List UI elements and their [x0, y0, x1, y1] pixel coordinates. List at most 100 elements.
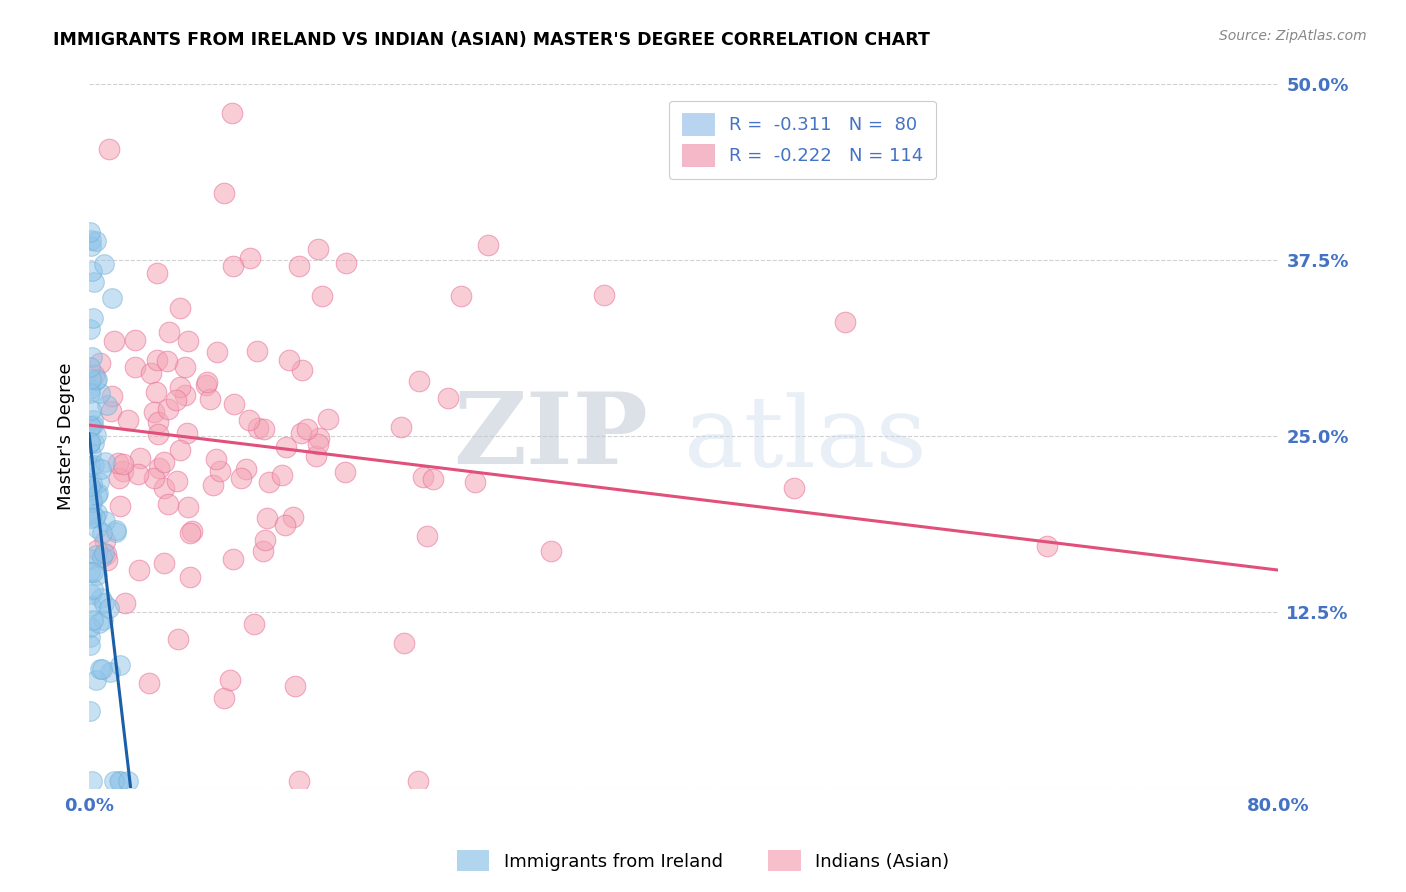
Point: [450, 289, 472, 303]
Point: [308, 431, 330, 445]
Point: [82, 476, 104, 491]
Point: [291, 362, 314, 376]
Point: [156, 354, 179, 368]
Point: [142, 471, 165, 485]
Point: [416, 529, 439, 543]
Point: [84, 428, 107, 442]
Point: [295, 422, 318, 436]
Point: [82, 507, 104, 521]
Point: [82, 417, 104, 432]
Point: [271, 467, 294, 482]
Point: [408, 374, 430, 388]
Point: [80, 372, 103, 386]
Point: [148, 427, 170, 442]
Point: [79, 435, 101, 450]
Point: [156, 402, 179, 417]
Point: [79, 382, 101, 396]
Point: [406, 774, 429, 789]
Point: [253, 422, 276, 436]
Point: [89, 356, 111, 370]
Point: [91, 613, 114, 627]
Point: [82, 492, 104, 507]
Point: [96, 553, 118, 567]
Point: [335, 466, 357, 480]
Text: Source: ZipAtlas.com: Source: ZipAtlas.com: [1219, 29, 1367, 43]
Point: [256, 511, 278, 525]
Point: [246, 343, 269, 358]
Point: [104, 523, 127, 537]
Point: [86, 521, 108, 535]
Point: [177, 334, 200, 348]
Point: [79, 599, 101, 614]
Point: [179, 570, 201, 584]
Point: [86, 488, 108, 502]
Text: ZIP: ZIP: [453, 388, 648, 485]
Point: [307, 437, 329, 451]
Point: [389, 420, 412, 434]
Point: [89, 475, 111, 489]
Point: [117, 413, 139, 427]
Point: [177, 500, 200, 514]
Point: [166, 632, 188, 647]
Point: [79, 434, 101, 449]
Point: [91, 549, 114, 564]
Point: [101, 291, 124, 305]
Point: [89, 385, 111, 400]
Text: atlas: atlas: [683, 392, 927, 488]
Point: [86, 543, 108, 558]
Point: [218, 673, 240, 687]
Point: [239, 251, 262, 265]
Point: [392, 636, 415, 650]
Text: IMMIGRANTS FROM IRELAND VS INDIAN (ASIAN) MASTER'S DEGREE CORRELATION CHART: IMMIGRANTS FROM IRELAND VS INDIAN (ASIAN…: [53, 31, 931, 49]
Point: [254, 533, 277, 548]
Point: [181, 524, 204, 538]
Point: [79, 359, 101, 374]
Point: [238, 412, 260, 426]
Point: [84, 373, 107, 387]
Point: [311, 289, 333, 303]
Point: [207, 344, 229, 359]
Point: [86, 372, 108, 386]
Point: [79, 704, 101, 718]
Point: [138, 676, 160, 690]
Point: [153, 557, 176, 571]
Point: [214, 186, 236, 201]
Point: [80, 495, 103, 509]
Point: [90, 591, 112, 605]
Point: [307, 242, 329, 256]
Point: [782, 481, 804, 495]
Point: [80, 239, 103, 253]
Point: [79, 565, 101, 579]
Point: [221, 106, 243, 120]
Point: [195, 378, 218, 392]
Point: [422, 472, 444, 486]
Point: [80, 264, 103, 278]
Point: [104, 524, 127, 539]
Point: [86, 506, 108, 520]
Point: [169, 379, 191, 393]
Point: [79, 587, 101, 601]
Point: [153, 455, 176, 469]
Point: [110, 774, 132, 789]
Point: [412, 470, 434, 484]
Point: [284, 679, 307, 693]
Point: [111, 457, 134, 471]
Point: [103, 774, 125, 789]
Point: [257, 475, 280, 489]
Point: [208, 464, 231, 478]
Point: [235, 462, 257, 476]
Point: [80, 350, 103, 364]
Point: [437, 392, 460, 406]
Point: [335, 256, 357, 270]
Point: [145, 385, 167, 400]
Point: [83, 435, 105, 450]
Point: [93, 546, 115, 560]
Point: [79, 225, 101, 239]
Point: [86, 486, 108, 500]
Point: [82, 582, 104, 596]
Point: [93, 596, 115, 610]
Point: [107, 456, 129, 470]
Point: [156, 497, 179, 511]
Point: [91, 662, 114, 676]
Point: [146, 353, 169, 368]
